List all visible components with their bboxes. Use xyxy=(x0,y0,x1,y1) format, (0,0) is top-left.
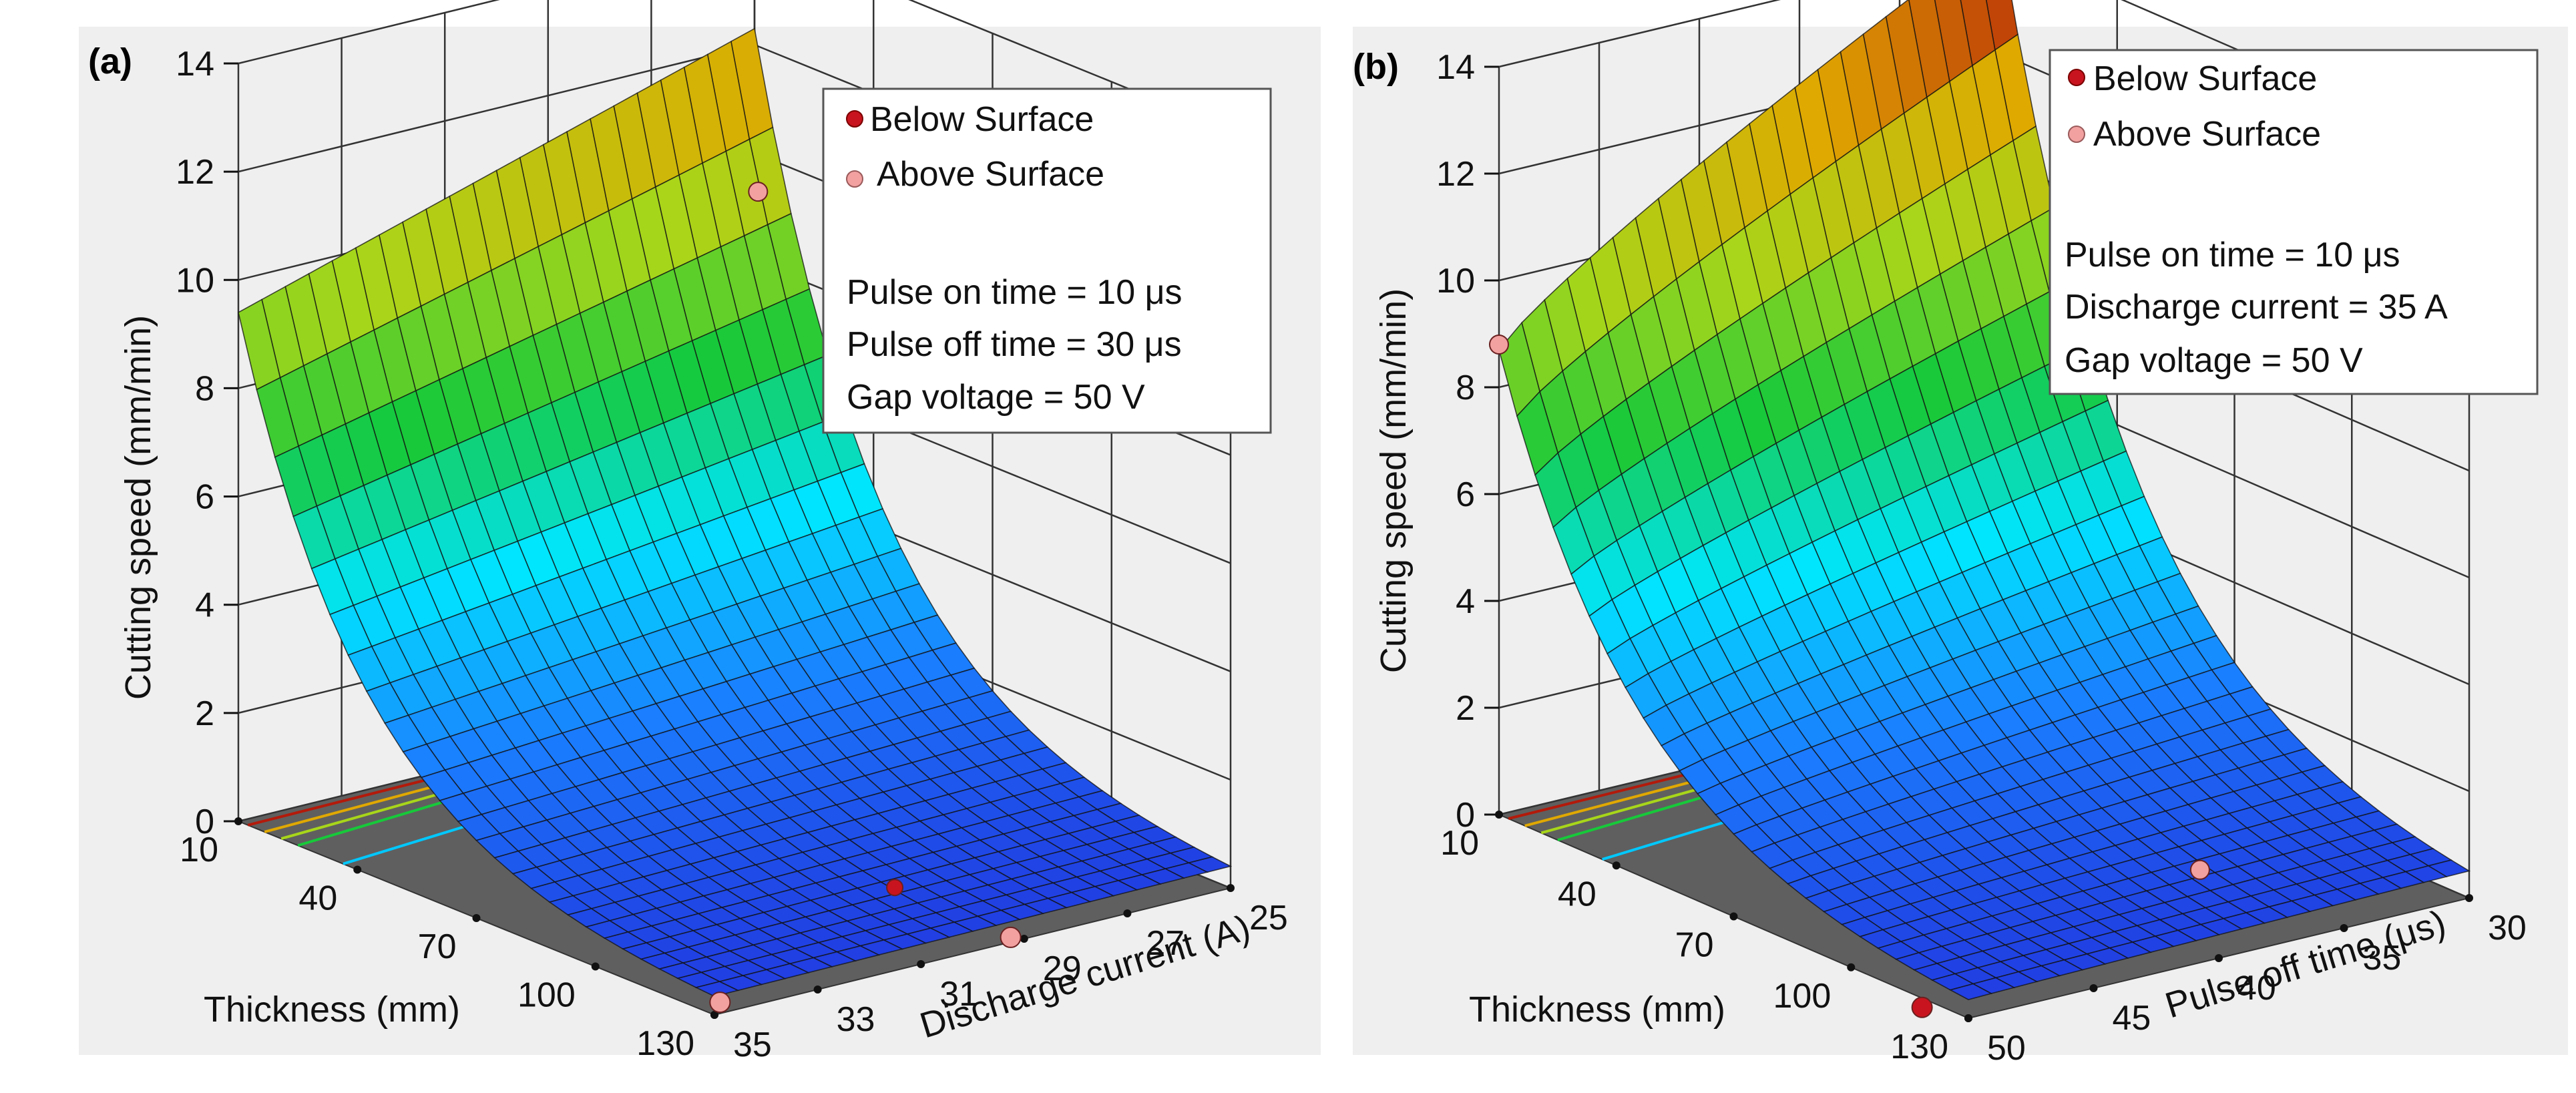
y-tick-mark xyxy=(917,960,925,968)
panel-a-legend: Below Surface Above Surface Pulse on tim… xyxy=(822,87,1272,434)
z-tick-label: 12 xyxy=(176,153,214,192)
x-tick-label: 10 xyxy=(1440,824,1479,863)
panel-b-legend-below: Below Surface xyxy=(2093,59,2317,98)
z-tick-label: 2 xyxy=(1456,689,1475,728)
x-tick-label: 100 xyxy=(1773,977,1831,1016)
z-tick-label: 14 xyxy=(1436,48,1475,87)
y-tick-label: 25 xyxy=(1249,899,1288,937)
x-tick-mark xyxy=(1847,963,1856,971)
panel-b-legend: Below Surface Above Surface Pulse on tim… xyxy=(2049,49,2539,395)
y-tick-label: 40 xyxy=(2237,969,2276,1008)
x-tick-label: 100 xyxy=(517,976,576,1015)
panel-b-ticks: 0 2 4 6 8 10 12 14 10 40 70 100 130 50 45 40 35 30 xyxy=(1436,48,2527,1068)
x-tick-label: 130 xyxy=(636,1024,694,1063)
z-tick-label: 0 xyxy=(1456,796,1475,835)
y-tick-mark xyxy=(710,1011,718,1019)
panel-a-markers xyxy=(709,182,1022,1014)
panel-a-factor-1: Pulse on time = 10 μs xyxy=(847,273,1183,312)
panel-b-factor-3: Gap voltage = 50 V xyxy=(2065,341,2363,380)
z-tick-label: 12 xyxy=(1436,155,1475,194)
x-tick-mark xyxy=(234,817,242,825)
data-point-marker xyxy=(748,182,769,202)
x-tick-mark xyxy=(1612,861,1621,870)
panel-a-legend-box xyxy=(822,87,1272,434)
y-tick-mark xyxy=(813,986,822,994)
z-tick-label: 8 xyxy=(1456,369,1475,407)
panel-b-legend-below-marker xyxy=(2068,69,2085,86)
y-tick-mark xyxy=(1020,935,1028,943)
panel-a-factor-2: Pulse off time = 30 μs xyxy=(847,325,1182,364)
panel-a-legend-above-marker xyxy=(846,170,863,188)
x-tick-label: 130 xyxy=(1890,1028,1948,1066)
y-tick-mark xyxy=(1227,884,1235,892)
y-tick-label: 29 xyxy=(1043,949,1082,988)
data-point-marker xyxy=(886,879,904,897)
x-tick-mark xyxy=(1729,912,1738,921)
panel-b-legend-above: Above Surface xyxy=(2093,115,2321,154)
y-tick-label: 35 xyxy=(2363,939,2402,977)
surface-patch xyxy=(1948,983,1993,1000)
panel-b-factor-2: Discharge current = 35 A xyxy=(2065,288,2448,326)
panel-b-markers xyxy=(1489,335,2210,1018)
panel-a-legend-above: Above Surface xyxy=(877,155,1104,194)
x-tick-mark xyxy=(1495,811,1503,819)
x-tick-label: 40 xyxy=(298,879,337,918)
data-point-marker xyxy=(1489,335,1509,355)
y-tick-mark xyxy=(1123,909,1132,917)
x-tick-label: 10 xyxy=(180,831,218,869)
y-tick-mark xyxy=(1964,1014,1972,1022)
panel-a-ticks: 0 2 4 6 8 10 12 14 10 40 70 100 130 35 33 31 29 27 25 xyxy=(176,45,1288,1064)
z-tick-label: 0 xyxy=(195,803,214,841)
y-tick-label: 33 xyxy=(837,1000,875,1039)
x-tick-label: 40 xyxy=(1558,875,1596,913)
panel-a-z-label: Cutting speed (mm/min) xyxy=(118,315,158,700)
y-tick-label: 35 xyxy=(733,1026,772,1064)
wall-gridline xyxy=(238,0,1231,132)
data-point-marker xyxy=(1000,926,1022,948)
y-tick-label: 27 xyxy=(1146,924,1185,963)
panel-a-surface xyxy=(238,27,1233,998)
panel-b-x-label: Thickness (mm) xyxy=(1469,990,1725,1030)
y-tick-label: 30 xyxy=(2488,909,2527,947)
panel-a-letter: (a) xyxy=(88,41,132,81)
panel-b-letter: (b) xyxy=(1353,47,1399,87)
y-tick-mark xyxy=(2089,984,2098,992)
z-tick-label: 4 xyxy=(195,586,214,625)
x-tick-label: 70 xyxy=(418,927,457,966)
panel-a-x-label: Thickness (mm) xyxy=(204,990,460,1030)
z-tick-label: 6 xyxy=(195,478,214,517)
panel-b: (b) 0 2 4 6 8 10 12 14 10 40 70 100 130 50 45 40 35 30 Cu… xyxy=(1353,0,2568,1068)
z-tick-label: 14 xyxy=(176,45,214,83)
panel-a-factor-3: Gap voltage = 50 V xyxy=(847,378,1145,417)
surface-patch xyxy=(694,981,740,998)
y-tick-label: 50 xyxy=(1987,1029,2026,1068)
x-tick-mark xyxy=(472,914,481,922)
x-tick-label: 70 xyxy=(1675,926,1714,965)
x-tick-mark xyxy=(353,865,362,874)
y-tick-mark xyxy=(2340,924,2348,932)
z-tick-label: 6 xyxy=(1456,475,1475,514)
panel-a-legend-below-marker xyxy=(846,110,863,128)
z-tick-label: 10 xyxy=(176,261,214,300)
z-tick-label: 10 xyxy=(1436,262,1475,300)
z-tick-label: 8 xyxy=(195,369,214,408)
z-tick-label: 2 xyxy=(195,694,214,733)
panel-b-legend-above-marker xyxy=(2068,126,2085,143)
y-tick-mark xyxy=(2465,894,2473,902)
panel-b-factor-1: Pulse on time = 10 μs xyxy=(2065,236,2400,274)
panel-b-z-label: Cutting speed (mm/min) xyxy=(1373,288,1414,673)
y-tick-label: 31 xyxy=(939,975,978,1014)
data-point-marker xyxy=(1911,996,1933,1018)
x-tick-mark xyxy=(591,962,600,971)
z-tick-label: 4 xyxy=(1456,582,1475,621)
y-tick-label: 45 xyxy=(2113,999,2151,1038)
data-point-marker xyxy=(709,992,731,1014)
panel-a-legend-below: Below Surface xyxy=(870,100,1094,139)
data-point-marker xyxy=(2189,859,2210,880)
panel-b-legend-box xyxy=(2049,49,2539,395)
y-tick-mark xyxy=(2215,954,2223,962)
